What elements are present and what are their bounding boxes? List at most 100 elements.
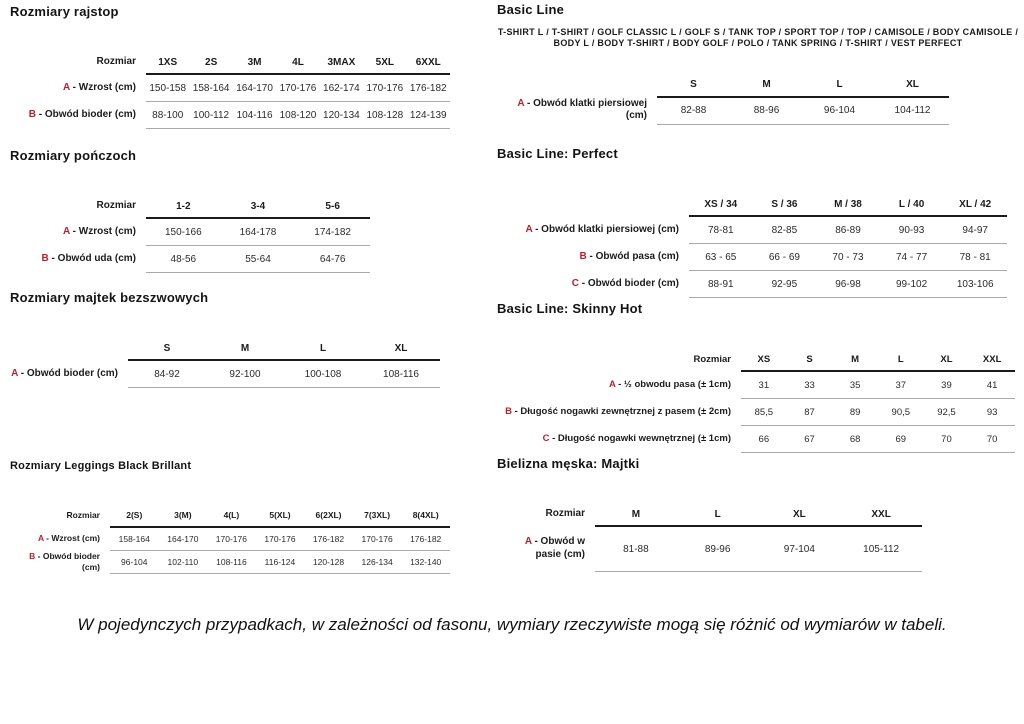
size-value-cell: 104-112 bbox=[876, 96, 949, 125]
column-header: L bbox=[676, 503, 759, 527]
table-row: A - Obwód bioder (cm) 84-92 92-100 100-108 1… bbox=[10, 360, 440, 388]
column-header: 6(2XL) bbox=[304, 504, 353, 528]
section-rozmiary-majtek-bezszwowych: Rozmiary majtek bezszwowych S M L XL A - Obwó… bbox=[10, 290, 446, 388]
column-header: 3-4 bbox=[220, 195, 296, 219]
size-value-cell: 176-182 bbox=[401, 527, 450, 551]
table-row: A - Obwód w pasie (cm) 81-88 89-96 97-104 10… bbox=[497, 526, 922, 572]
size-value-cell: 92-95 bbox=[752, 270, 817, 298]
row-letter: A bbox=[608, 378, 616, 390]
column-header: 2(S) bbox=[110, 504, 159, 528]
column-header: 3(M) bbox=[158, 504, 208, 528]
size-value-cell: 108-120 bbox=[276, 101, 320, 129]
row-label: A - Obwód klatki piersiowej (cm) bbox=[517, 97, 647, 122]
size-header-label bbox=[10, 337, 128, 360]
size-value-cell: 33 bbox=[786, 371, 833, 399]
section-title: Rozmiary majtek bezszwowych bbox=[10, 290, 209, 305]
column-header: XL bbox=[758, 503, 841, 527]
size-value-cell: 170-176 bbox=[255, 527, 305, 551]
size-value-cell: 97-104 bbox=[758, 526, 841, 572]
row-letter: B bbox=[28, 108, 36, 120]
header-row: XS / 34 S / 36 M / 38 L / 40 XL / 42 bbox=[497, 193, 1007, 217]
row-letter: A bbox=[517, 97, 525, 109]
row-letter: C bbox=[542, 433, 550, 445]
row-letter: C bbox=[571, 277, 579, 289]
section-rozmiary-rajstop: Rozmiary rajstop Rozmiar 1XS 2S 3M 4L 3MAX 5XL 6… bbox=[10, 4, 456, 129]
size-value-cell: 87 bbox=[786, 398, 833, 426]
column-header: M bbox=[730, 73, 803, 98]
size-value-cell: 120-134 bbox=[319, 101, 364, 129]
size-value-cell: 108-128 bbox=[363, 101, 407, 129]
size-value-cell: 68 bbox=[832, 425, 878, 453]
section-title: Basic Line bbox=[497, 2, 565, 17]
section-basic-line: Basic Line T-SHIRT L / T-SHIRT / GOLF CLA… bbox=[497, 2, 1019, 125]
size-value-cell: 92-100 bbox=[206, 360, 284, 388]
size-value-cell: 94-97 bbox=[943, 216, 1007, 244]
size-value-cell: 158-164 bbox=[189, 74, 233, 102]
size-value-cell: 41 bbox=[969, 371, 1015, 399]
section-basic-line-perfect: Basic Line: Perfect XS / 34 S / 36 M / 38 L … bbox=[497, 146, 1011, 298]
section-bielizna-meska-majtki: Bielizna męska: Majtki Rozmiar M L XL XXL A - … bbox=[497, 456, 929, 572]
size-value-cell: 150-158 bbox=[146, 74, 190, 102]
size-value-cell: 96-98 bbox=[816, 270, 880, 298]
column-header: 5(XL) bbox=[255, 504, 305, 528]
row-letter: A bbox=[37, 533, 44, 544]
size-value-cell: 96-104 bbox=[110, 550, 159, 574]
size-table: Rozmiar XS S M L XL XXL A - ½ obwodu pasa (± 1c… bbox=[497, 348, 1015, 453]
size-value-cell: 82-85 bbox=[752, 216, 817, 244]
header-row: Rozmiar 2(S) 3(M) 4(L) 5(XL) 6(2XL) 7(3XL) 8(4X… bbox=[10, 504, 450, 528]
size-table: Rozmiar 1XS 2S 3M 4L 3MAX 5XL 6XXL A - Wzrost (c… bbox=[10, 51, 450, 129]
size-value-cell: 164-170 bbox=[232, 74, 277, 102]
column-header: XS / 34 bbox=[689, 193, 753, 217]
row-label: A - Obwód bioder (cm) bbox=[11, 367, 118, 379]
size-value-cell: 150-166 bbox=[146, 218, 221, 246]
size-value-cell: 55-64 bbox=[220, 245, 296, 273]
size-value-cell: 105-112 bbox=[840, 526, 922, 572]
column-header: XL bbox=[923, 348, 970, 372]
column-header: XL bbox=[876, 73, 949, 98]
row-label: B - Długość nogawki zewnętrznej z pasem … bbox=[505, 406, 731, 418]
section-title: Rozmiary rajstop bbox=[10, 4, 119, 19]
size-value-cell: 90,5 bbox=[877, 398, 924, 426]
column-header: 3M bbox=[232, 51, 277, 75]
header-row: Rozmiar 1-2 3-4 5-6 bbox=[10, 195, 370, 219]
column-header: XL / 42 bbox=[943, 193, 1007, 217]
size-header-label: Rozmiar bbox=[66, 510, 100, 521]
table-row: A - Obwód klatki piersiowej (cm) 78-81 82-… bbox=[497, 216, 1007, 244]
size-value-cell: 70 - 73 bbox=[816, 243, 880, 271]
table-row: A - ½ obwodu pasa (± 1cm) 31 33 35 37 39 41 bbox=[497, 371, 1015, 399]
column-header: S / 36 bbox=[752, 193, 817, 217]
column-header: 7(3XL) bbox=[352, 504, 402, 528]
section-title: Basic Line: Skinny Hot bbox=[497, 301, 643, 316]
size-value-cell: 86-89 bbox=[816, 216, 880, 244]
size-table: Rozmiar 1-2 3-4 5-6 A - Wzrost (cm) 150-166 16… bbox=[10, 195, 370, 273]
size-value-cell: 82-88 bbox=[657, 96, 730, 125]
row-label: C - Długość nogawki wewnętrznej (± 1cm) bbox=[542, 433, 731, 445]
size-value-cell: 90-93 bbox=[879, 216, 944, 244]
size-value-cell: 176-182 bbox=[406, 74, 450, 102]
column-header: XXL bbox=[840, 503, 922, 527]
header-row: Rozmiar 1XS 2S 3M 4L 3MAX 5XL 6XXL bbox=[10, 51, 450, 75]
footnote-text: W pojedynczych przypadkach, w zależności… bbox=[77, 615, 947, 634]
column-header: 4(L) bbox=[207, 504, 256, 528]
section-title: Rozmiary Leggings Black Brillant bbox=[10, 460, 192, 472]
column-header: S bbox=[657, 73, 730, 98]
size-table: S M L XL A - Obwód klatki piersiowej (cm) 82-… bbox=[497, 73, 949, 125]
size-value-cell: 70 bbox=[923, 425, 970, 453]
size-value-cell: 100-112 bbox=[189, 101, 233, 129]
size-table: Rozmiar 2(S) 3(M) 4(L) 5(XL) 6(2XL) 7(3XL) 8(4X… bbox=[10, 504, 450, 574]
size-value-cell: 120-128 bbox=[304, 550, 353, 574]
section-rozmiary-leggings-black-brillant: Rozmiary Leggings Black Brillant Rozmiar 2… bbox=[10, 460, 456, 574]
row-letter: A bbox=[63, 225, 70, 237]
size-value-cell: 116-124 bbox=[255, 550, 305, 574]
product-list-note: T-SHIRT L / T-SHIRT / GOLF CLASSIC L / G… bbox=[497, 27, 1019, 49]
section-basic-line-skinny-hot: Basic Line: Skinny Hot Rozmiar XS S M L XL XXL A… bbox=[497, 301, 1017, 453]
size-header-label bbox=[497, 193, 689, 216]
column-header: S bbox=[128, 337, 206, 361]
size-header-label: Rozmiar bbox=[693, 353, 731, 365]
section-title: Basic Line: Perfect bbox=[497, 146, 618, 161]
size-value-cell: 39 bbox=[923, 371, 970, 399]
row-label: B - Obwód bioder (cm) bbox=[28, 108, 136, 120]
header-row: Rozmiar XS S M L XL XXL bbox=[497, 348, 1015, 372]
column-header: 8(4XL) bbox=[401, 504, 450, 528]
